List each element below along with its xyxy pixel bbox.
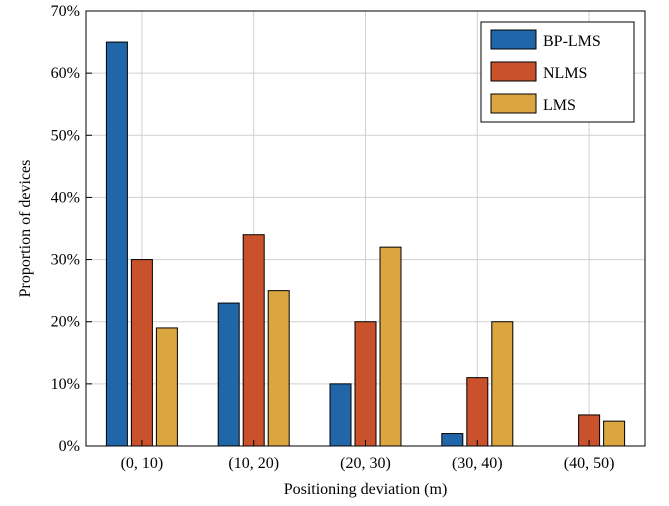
bar-nlms (354, 321, 377, 447)
bar-lms (155, 327, 178, 447)
x-tick-label: (40, 50) (564, 455, 615, 472)
y-axis: 0% 10% 20% 30% 40% 50% 60% 70% (51, 3, 92, 455)
bar-nlms (242, 234, 265, 447)
y-tick-label: 0% (59, 438, 80, 455)
y-tick-label: 20% (51, 314, 80, 331)
x-tick-label: (0, 10) (121, 455, 164, 472)
bar-lms (379, 246, 402, 447)
y-tick-label: 50% (51, 127, 80, 144)
legend: BP-LMS NLMS LMS (480, 21, 635, 123)
legend-label: BP-LMS (543, 33, 601, 50)
y-axis-title: Proportion of devices (17, 160, 34, 298)
bar-lms (603, 420, 626, 447)
bar-lms (491, 321, 514, 447)
x-tick-label: (10, 20) (228, 455, 279, 472)
bar-bp-lms (217, 302, 240, 447)
legend-swatch (490, 61, 537, 82)
bars (105, 41, 626, 447)
bar-lms (267, 290, 290, 447)
x-tick-label: (20, 30) (340, 455, 391, 472)
x-axis-title: Positioning deviation (m) (284, 481, 448, 498)
bar-nlms (130, 259, 153, 447)
bar-bp-lms (105, 41, 128, 447)
legend-swatch (490, 29, 537, 50)
y-tick-label: 70% (51, 3, 80, 20)
x-tick-label: (30, 40) (452, 455, 503, 472)
y-tick-label: 10% (51, 376, 80, 393)
legend-label: NLMS (543, 65, 587, 82)
y-tick-label: 40% (51, 189, 80, 206)
bar-nlms (466, 377, 489, 447)
y-tick-label: 30% (51, 252, 80, 269)
bar-bp-lms (441, 433, 464, 447)
legend-swatch (490, 93, 537, 114)
y-tick-label: 60% (51, 65, 80, 82)
x-axis: (0, 10) (10, 20) (20, 30) (30, 40) (40, 50) (121, 440, 615, 472)
bar-bp-lms (329, 383, 352, 447)
legend-label: LMS (543, 97, 576, 114)
